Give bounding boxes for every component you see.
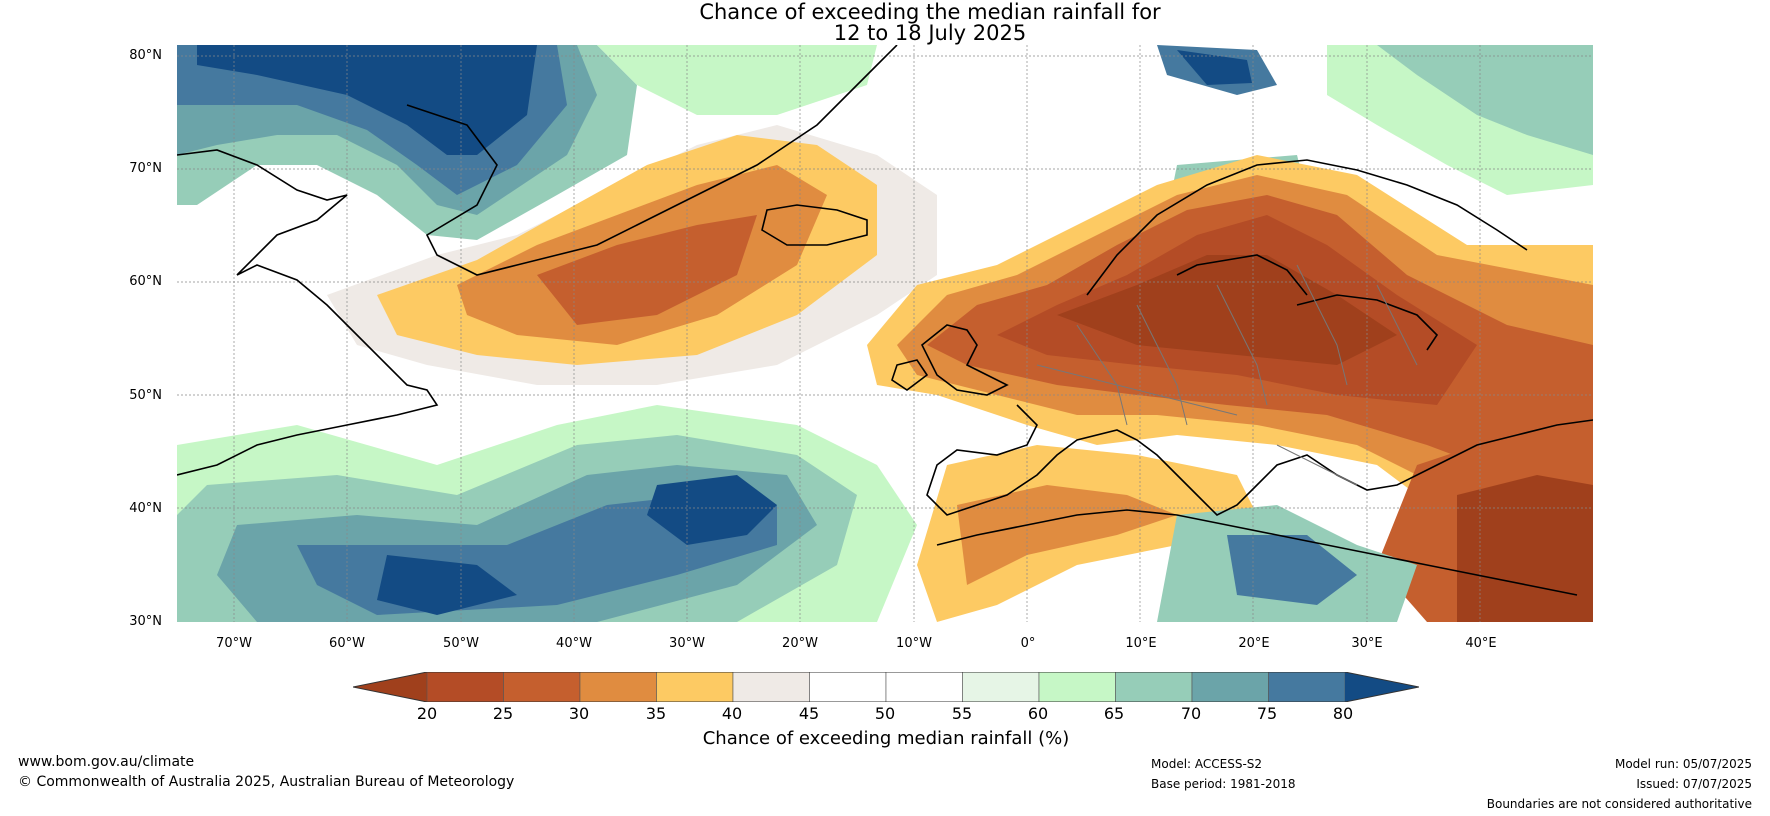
- colorbar-tick: 60: [1027, 704, 1049, 723]
- colorbar-tick: 75: [1256, 704, 1278, 723]
- colorbar-segment: [1038, 672, 1116, 702]
- colorbar-tick: 65: [1103, 704, 1125, 723]
- colorbar: [353, 672, 1419, 702]
- colorbar-segment: [579, 672, 657, 702]
- lon-label-30e: 30°E: [1351, 636, 1383, 651]
- lon-label-10w: 10°W: [896, 636, 932, 651]
- country-borders: [1036, 264, 1418, 486]
- lon-label-20w: 20°W: [782, 636, 818, 651]
- model-run-date: Model run: 05/07/2025: [1614, 757, 1752, 771]
- colorbar-segment: [809, 672, 887, 702]
- copyright-text: © Commonwealth of Australia 2025, Austra…: [18, 774, 515, 790]
- lon-label-10e: 10°E: [1125, 636, 1157, 651]
- lon-label-20e: 20°E: [1238, 636, 1270, 651]
- colorbar-tick: 45: [798, 704, 820, 723]
- colorbar-segment: [656, 672, 734, 702]
- lon-label-40e: 40°E: [1465, 636, 1497, 651]
- colorbar-extend-low: [353, 672, 427, 702]
- lat-label-40n: 40°N: [129, 501, 162, 516]
- colorbar-tick: 30: [568, 704, 590, 723]
- colorbar-tick: 70: [1180, 704, 1202, 723]
- lon-label-60w: 60°W: [329, 636, 365, 651]
- lon-label-40w: 40°W: [556, 636, 592, 651]
- lon-label-70w: 70°W: [216, 636, 252, 651]
- website-link[interactable]: www.bom.gov.au/climate: [18, 754, 195, 770]
- lon-label-50w: 50°W: [443, 636, 479, 651]
- colorbar-tick: 35: [645, 704, 667, 723]
- colorbar-extend-high: [1345, 672, 1419, 702]
- wet-region-greenland: [177, 45, 637, 240]
- lat-label-50n: 50°N: [129, 388, 162, 403]
- dry-region-north-atlantic: [327, 125, 937, 385]
- colorbar-segment: [885, 672, 963, 702]
- colorbar-segment: [1115, 672, 1193, 702]
- colorbar-tick: 50: [874, 704, 896, 723]
- colorbar-segment: [1191, 672, 1269, 702]
- colorbar-segment: [426, 672, 504, 702]
- colorbar-segment: [732, 672, 810, 702]
- colorbar-tick: 55: [951, 704, 973, 723]
- colorbar-tick: 25: [492, 704, 514, 723]
- colorbar-tick: 40: [721, 704, 743, 723]
- issued-date: Issued: 07/07/2025: [1636, 777, 1752, 791]
- lon-label-30w: 30°W: [669, 636, 705, 651]
- map-title-line-1: Chance of exceeding the median rainfall …: [699, 0, 1161, 24]
- base-period: Base period: 1981-2018: [1151, 777, 1296, 791]
- map-title-line-2: 12 to 18 July 2025: [833, 21, 1027, 45]
- rainfall-probability-map: [177, 45, 1593, 622]
- boundary-disclaimer: Boundaries are not considered authoritat…: [1486, 797, 1752, 811]
- colorbar-segment: [503, 672, 581, 702]
- lon-label-0: 0°: [1020, 636, 1036, 651]
- wet-region-arctic: [597, 45, 1593, 215]
- model-name: Model: ACCESS-S2: [1151, 757, 1263, 771]
- lat-label-70n: 70°N: [129, 161, 162, 176]
- lat-label-60n: 60°N: [129, 274, 162, 289]
- colorbar-label: Chance of exceeding median rainfall (%): [702, 728, 1070, 749]
- lat-label-30n: 30°N: [129, 614, 162, 629]
- colorbar-tick: 80: [1332, 704, 1354, 723]
- colorbar-tick: 20: [416, 704, 438, 723]
- dry-region-europe: [867, 155, 1593, 622]
- coastlines: [177, 45, 1593, 596]
- colorbar-segment: [1268, 672, 1346, 702]
- map-canvas: [177, 45, 1593, 622]
- colorbar-segment: [962, 672, 1040, 702]
- lat-label-80n: 80°N: [129, 48, 162, 63]
